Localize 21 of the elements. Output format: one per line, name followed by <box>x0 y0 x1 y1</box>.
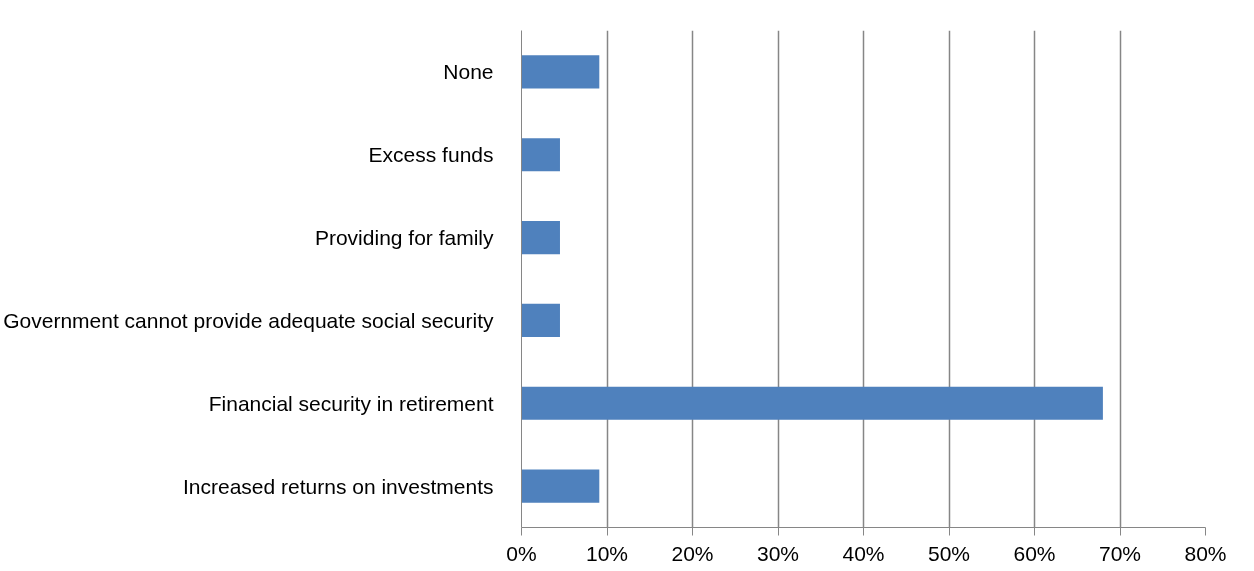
y-tick-label: None <box>443 60 494 84</box>
bar <box>521 55 600 89</box>
x-tick-label: 70% <box>1098 541 1142 565</box>
y-tick-label: Increased returns on investments <box>183 474 494 498</box>
x-tick-label: 60% <box>1013 541 1056 565</box>
x-tick-label: 40% <box>842 541 885 565</box>
y-tick-label: Financial security in retirement <box>208 391 494 415</box>
x-tick-label: 10% <box>585 541 629 565</box>
x-tick-label: 80% <box>1184 541 1227 565</box>
x-tick-label: 50% <box>927 541 971 565</box>
bar <box>521 386 1103 420</box>
bar <box>521 221 560 255</box>
bar <box>521 303 560 337</box>
x-tick-label: 30% <box>756 541 800 565</box>
y-tick-label: Providing for family <box>314 226 494 250</box>
x-tick-label: 20% <box>671 541 714 565</box>
x-tick-label: 0% <box>506 541 537 565</box>
y-tick-label: Government cannot provide adequate social security <box>3 308 494 332</box>
bar <box>521 138 560 172</box>
bar <box>521 469 600 503</box>
y-tick-label: Excess funds <box>368 143 494 167</box>
